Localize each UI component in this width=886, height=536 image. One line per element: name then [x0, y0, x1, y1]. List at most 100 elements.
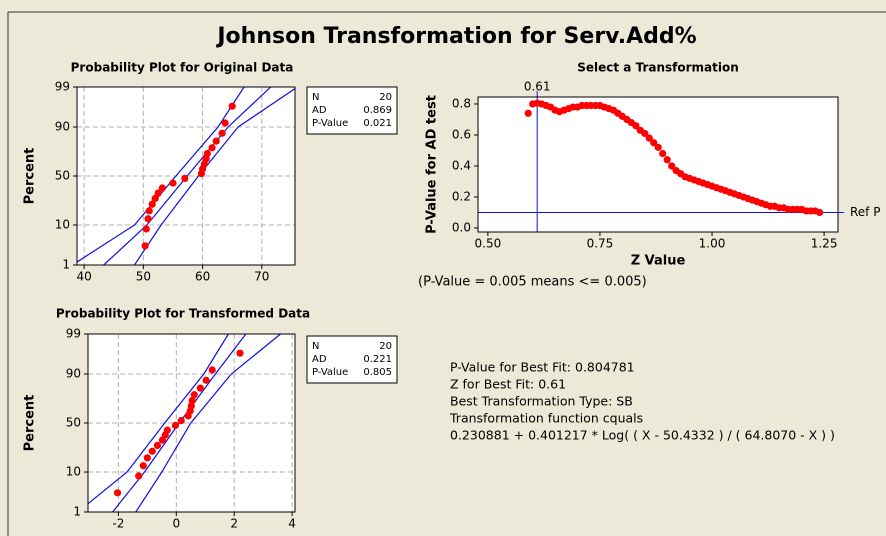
data-point [202, 376, 210, 384]
stats-box [306, 86, 398, 135]
y-tick-label: 1 [73, 505, 81, 519]
x-tick-label: 50 [136, 270, 151, 284]
stats-box [306, 335, 398, 384]
chart-title: Probability Plot for Transformed Data [56, 307, 310, 321]
figure-title: Johnson Transformation for Serv.Add% [215, 24, 696, 49]
x-tick-label: 60 [195, 270, 210, 284]
best-fit-info: 0.230881 + 0.401217 * Log( ( X - 50.4332… [450, 428, 835, 443]
x-tick-label: 1.00 [699, 237, 726, 251]
stats-value: 0.221 [363, 354, 392, 365]
y-tick-label: 0.2 [452, 189, 471, 203]
data-point [208, 144, 216, 152]
data-point [221, 119, 229, 127]
x-tick-label: -2 [112, 517, 124, 531]
data-point [816, 208, 824, 217]
confidence-band [134, 87, 295, 265]
note: (P-Value = 0.005 means <= 0.005) [418, 275, 647, 290]
data-point [524, 109, 532, 117]
data-point [659, 149, 667, 158]
data-point [148, 200, 156, 208]
best-fit-info: Transformation function cquals [449, 411, 643, 426]
data-point [177, 417, 185, 425]
data-point [181, 174, 189, 182]
data-point [188, 396, 196, 405]
y-tick-label: 0.8 [452, 96, 471, 110]
x-tick-label: 70 [254, 270, 269, 284]
stats-label: AD [312, 354, 327, 365]
stats-value: 0.869 [363, 105, 392, 116]
data-point [212, 137, 220, 145]
y-tick-label: 0.0 [452, 220, 471, 234]
y-axis-label: P-Value for AD test [425, 95, 440, 234]
plot-area [478, 97, 838, 232]
y-tick-label: 90 [66, 366, 81, 380]
x-tick-label: 0.50 [475, 237, 502, 251]
data-point [645, 134, 653, 142]
y-axis-label: Percent [23, 148, 38, 205]
data-point [158, 184, 166, 192]
data-point [202, 155, 210, 163]
best-fit-info: P-Value for Best Fit: 0.804781 [450, 360, 635, 375]
data-point [203, 149, 211, 158]
stats-label: N [312, 341, 319, 352]
data-point [113, 489, 122, 497]
data-point [144, 215, 152, 223]
x-tick-label: 0 [172, 517, 180, 531]
data-point [153, 441, 162, 450]
plot-border [76, 86, 296, 266]
data-point [632, 122, 640, 130]
data-point [208, 366, 216, 374]
x-tick-label: 1.25 [811, 237, 838, 251]
data-point [190, 391, 198, 399]
chart-title: Select a Transformation [577, 61, 739, 75]
data-point [641, 129, 649, 138]
data-point [139, 462, 147, 470]
x-tick-label: 0.75 [587, 237, 614, 251]
best-fit-info: Z for Best Fit: 0.61 [450, 377, 566, 392]
y-tick-label: 0.6 [452, 127, 471, 141]
y-tick-label: 90 [55, 119, 70, 133]
y-tick-label: 10 [55, 218, 70, 232]
confidence-band [135, 334, 281, 512]
confidence-band [88, 334, 229, 505]
best-z-label: 0.61 [524, 80, 551, 94]
data-point [169, 179, 177, 187]
y-tick-label: 50 [66, 416, 81, 430]
chart-title: Probability Plot for Original Data [71, 61, 294, 75]
reference-label: Ref P [850, 205, 880, 219]
data-point [663, 156, 671, 164]
data-point [163, 426, 171, 434]
confidence-band [77, 87, 245, 263]
y-axis-label: Percent [23, 395, 38, 452]
data-point [154, 189, 162, 197]
y-tick-label: 99 [55, 80, 70, 94]
stats-label: N [312, 92, 319, 103]
plot-border [477, 96, 839, 233]
data-point [143, 454, 151, 462]
data-point [148, 447, 156, 455]
x-tick-label: 40 [76, 270, 91, 284]
stats-value: 20 [379, 341, 392, 352]
data-point [218, 129, 226, 137]
stats-value: 20 [379, 92, 392, 103]
data-point [141, 242, 149, 250]
data-point [145, 207, 153, 215]
data-point [151, 194, 159, 203]
stats-value: 0.805 [363, 367, 392, 378]
data-point [668, 162, 676, 170]
stats-value: 0.021 [363, 118, 392, 129]
plot-border [87, 333, 296, 513]
stats-label: AD [312, 105, 327, 116]
data-point [196, 384, 204, 392]
data-point [135, 472, 143, 480]
stats-label: P-Value [312, 367, 348, 378]
data-point [654, 143, 662, 151]
data-point [236, 349, 244, 357]
data-point [171, 421, 180, 429]
x-axis-label: Z Value [631, 254, 686, 269]
y-tick-label: 10 [66, 465, 81, 479]
data-point [228, 102, 236, 110]
data-point [142, 225, 150, 233]
